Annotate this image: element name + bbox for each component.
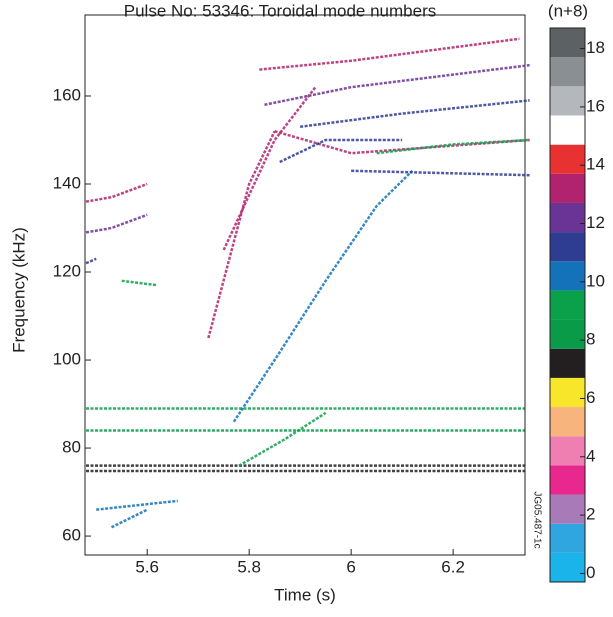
colorbar-segment [550,407,585,437]
colorbar-tick-label: 14 [586,155,605,174]
y-tick-label: 120 [53,262,81,281]
mode-trace [238,411,327,467]
mode-trace [85,257,97,265]
x-axis-label: Time (s) [274,585,336,604]
y-axis-label: Frequency (kHz) [9,227,28,353]
colorbar-segment [550,115,585,145]
x-tick-label: 6.2 [441,557,465,576]
chart-title: Pulse No: 53346: Toroidal mode numbers [124,1,436,20]
y-tick-label: 80 [62,438,81,457]
colorbar-segment [550,86,585,116]
y-tick-label: 160 [53,85,81,104]
colorbar-tick-label: 10 [586,271,605,290]
colorbar-segment [550,494,585,524]
colorbar-segment [550,173,585,203]
mode-trace [279,138,403,164]
colorbar-tick-label: 0 [586,563,595,582]
mode-trace [96,499,178,511]
mode-trace [207,130,276,339]
colorbar-segment [550,261,585,291]
colorbar-segment [550,436,585,466]
colorbar-tick-label: 4 [586,446,595,465]
colorbar-tick-label: 6 [586,388,595,407]
colorbar-segment [550,319,585,349]
mode-trace [85,182,148,203]
mode-trace [110,508,148,529]
colorbar-segment [550,28,585,58]
colorbar-segment [550,552,585,582]
colorbar-segment [550,290,585,320]
colorbar-segment [550,348,585,378]
mode-trace [222,86,317,251]
colorbar-segment [550,202,585,233]
y-tick-label: 100 [53,350,81,369]
colorbar-segment [550,57,585,87]
colorbar-segment [550,232,585,262]
colorbar-segment [550,465,585,495]
mode-trace [232,169,414,423]
mode-trace [351,169,530,177]
plot-frame [84,14,526,556]
colorbar-label: (n+8) [548,1,588,20]
colorbar-segment [550,523,585,553]
colorbar-tick-label: 2 [586,505,595,524]
colorbar-tick-label: 8 [586,330,595,349]
y-tick-label: 60 [62,526,81,545]
mode-trace [121,279,158,287]
y-tick-label: 140 [53,173,81,192]
mode-trace [274,129,530,155]
colorbar-segment [550,144,585,174]
colorbar-tick-label: 12 [586,213,605,232]
x-tick-label: 5.6 [135,557,159,576]
colorbar-tick-label: 18 [586,38,605,57]
mode-trace [299,99,530,129]
mode-trace [264,63,530,107]
figure-id: JG05.487-1c [531,491,542,548]
mode-trace [259,37,520,71]
colorbar-tick-label: 16 [586,96,605,115]
colorbar-frame [549,27,586,583]
mode-trace [85,213,148,234]
colorbar-segment [550,377,585,408]
x-tick-label: 5.8 [237,557,261,576]
x-tick-label: 6 [346,557,355,576]
mode-trace [376,138,530,155]
